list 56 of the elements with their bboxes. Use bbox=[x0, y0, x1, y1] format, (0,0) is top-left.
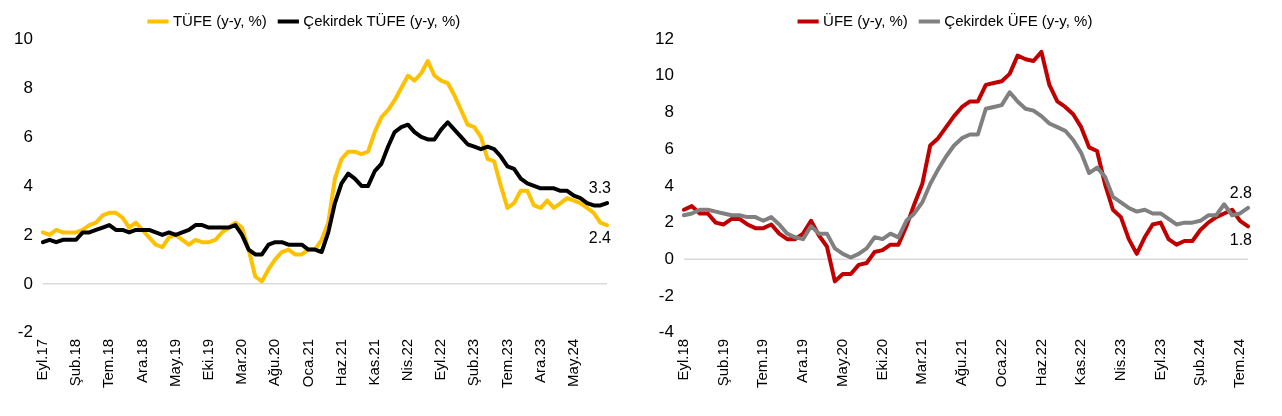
legend-label: TÜFE (y-y, %) bbox=[172, 11, 267, 29]
x-tick-label: Eyl.18 bbox=[674, 338, 692, 381]
x-tick-label: Ağu.20 bbox=[265, 338, 283, 387]
x-tick-label: Eyl.22 bbox=[431, 338, 449, 381]
y-tick-label: -2 bbox=[17, 322, 33, 342]
data-label: 2.8 bbox=[1229, 184, 1253, 202]
x-tick-label: Tem.23 bbox=[497, 338, 515, 389]
x-tick-label: Ara.18 bbox=[132, 338, 150, 384]
data-label: 2.4 bbox=[588, 229, 612, 247]
x-tick-label: Şub.18 bbox=[66, 338, 84, 387]
x-tick-label: Eki.20 bbox=[872, 338, 890, 381]
y-tick-label: 8 bbox=[664, 102, 674, 122]
y-tick-label: 0 bbox=[23, 273, 33, 293]
x-tick-label: Nis.23 bbox=[1111, 338, 1129, 382]
x-tick-label: Şub.19 bbox=[713, 338, 731, 387]
x-tick-label: Şub.24 bbox=[1190, 338, 1208, 387]
y-tick-label: 10 bbox=[13, 28, 33, 48]
data-label: 1.8 bbox=[1229, 230, 1253, 248]
x-tick-label: Ağu.21 bbox=[952, 338, 970, 387]
x-tick-label: Tem.19 bbox=[753, 338, 771, 389]
y-tick-label: 6 bbox=[664, 138, 674, 158]
y-tick-label: 12 bbox=[654, 28, 674, 48]
x-tick-label: May.20 bbox=[832, 338, 850, 387]
y-tick-label: 8 bbox=[23, 77, 33, 97]
legend-label: Çekirdek TÜFE (y-y, %) bbox=[303, 11, 461, 29]
y-tick-label: -4 bbox=[658, 322, 674, 342]
x-tick-label: Haz.21 bbox=[331, 338, 349, 387]
x-tick-label: Oca.22 bbox=[991, 338, 1009, 388]
x-tick-label: Mar.20 bbox=[232, 338, 250, 385]
y-tick-label: -2 bbox=[658, 285, 674, 305]
x-tick-label: May.19 bbox=[165, 338, 183, 387]
x-tick-label: Mar.21 bbox=[912, 338, 930, 385]
x-tick-label: Nis.22 bbox=[398, 338, 416, 382]
y-tick-label: 10 bbox=[654, 65, 674, 85]
legend-label: Çekirdek ÜFE (y-y, %) bbox=[944, 11, 1093, 29]
x-tick-label: Tem.24 bbox=[1230, 338, 1248, 389]
x-tick-label: Eyl.23 bbox=[1150, 338, 1168, 381]
y-tick-label: 2 bbox=[664, 212, 674, 232]
x-tick-label: Oca.21 bbox=[298, 338, 316, 388]
y-tick-label: 6 bbox=[23, 126, 33, 146]
y-tick-label: 0 bbox=[664, 249, 674, 269]
x-tick-label: Eyl.17 bbox=[33, 338, 51, 381]
x-tick-label: May.24 bbox=[563, 338, 581, 387]
x-tick-label: Kas.21 bbox=[364, 338, 382, 386]
legend-label: ÜFE (y-y, %) bbox=[823, 11, 908, 29]
y-tick-label: 4 bbox=[664, 175, 674, 195]
x-tick-label: Haz.22 bbox=[1031, 338, 1049, 387]
y-tick-label: 4 bbox=[23, 175, 33, 195]
x-tick-label: Şub.23 bbox=[464, 338, 482, 387]
x-tick-label: Eki.19 bbox=[198, 338, 216, 381]
x-tick-label: Kas.22 bbox=[1071, 338, 1089, 386]
x-tick-label: Ara.23 bbox=[530, 338, 548, 384]
data-label: 3.3 bbox=[588, 179, 612, 197]
x-tick-label: Ara.19 bbox=[793, 338, 811, 384]
y-tick-label: 2 bbox=[23, 224, 33, 244]
x-tick-label: Tem.18 bbox=[99, 338, 117, 389]
